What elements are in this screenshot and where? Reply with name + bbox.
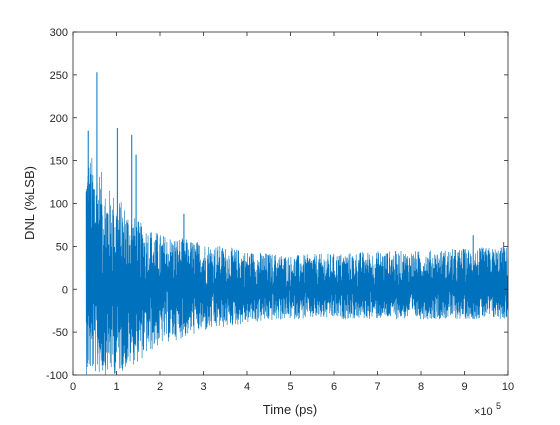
- x-tick-label: 3: [200, 381, 206, 393]
- x-tick-label: 2: [157, 381, 163, 393]
- x-tick-label: 6: [331, 381, 337, 393]
- y-tick-label: -100: [46, 370, 68, 382]
- x-axis-label: Time (ps): [263, 402, 317, 417]
- x-tick-label: 10: [502, 381, 514, 393]
- y-tick-label: -50: [52, 327, 68, 339]
- x-axis-multiplier-exponent: 5: [496, 401, 501, 411]
- x-axis-multiplier-base: ×10: [474, 406, 493, 418]
- x-tick-label: 0: [70, 381, 76, 393]
- y-tick-label: 100: [50, 199, 68, 211]
- x-axis-multiplier: ×10 5: [474, 401, 501, 418]
- y-tick-label: 250: [50, 70, 68, 82]
- plot-area: [73, 32, 508, 375]
- x-tick-label: 4: [244, 381, 250, 393]
- x-tick-label: 5: [287, 381, 293, 393]
- x-tick-label: 1: [113, 381, 119, 393]
- series-layer: [85, 72, 509, 375]
- y-tick-label: 0: [62, 284, 68, 296]
- ticks-layer: 0 1 2 3 4 5 6 7 8 9 10 -100 -50 0 50 100 150 200 250 300: [46, 27, 514, 393]
- y-tick-label: 200: [50, 113, 68, 125]
- y-tick-label: 50: [56, 241, 68, 253]
- y-tick-label: 300: [50, 27, 68, 39]
- x-tick-label: 9: [461, 381, 467, 393]
- y-tick-label: 150: [50, 156, 68, 168]
- y-axis-label: DNL (%LSB): [22, 166, 37, 240]
- dnl-series-line: [85, 157, 509, 375]
- x-tick-label: 7: [374, 381, 380, 393]
- x-tick-label: 8: [418, 381, 424, 393]
